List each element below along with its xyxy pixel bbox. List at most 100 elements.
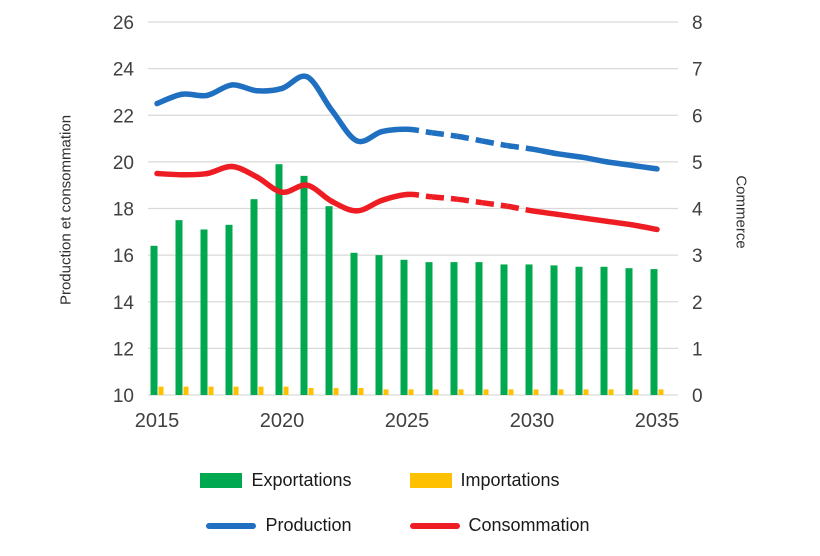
production-line-segment — [304, 74, 335, 114]
consommation-line-segment — [379, 191, 410, 204]
exportations-bar — [150, 245, 158, 395]
exportations-bar — [400, 259, 408, 395]
exportations-legend-label: Exportations — [251, 470, 352, 490]
exportations-bar — [425, 262, 433, 395]
production-legend-swatch — [206, 522, 257, 529]
production-line-segment — [629, 162, 660, 172]
production-line-segment — [579, 154, 610, 165]
production-line-segment — [354, 128, 385, 145]
exportations-bar — [175, 220, 183, 395]
importations-bar — [233, 386, 239, 395]
exportations-bar — [600, 266, 608, 395]
importations-bar — [358, 388, 364, 395]
x-axis-tick-label: 2020 — [260, 410, 305, 432]
legend-row-bars: Exportations Importations — [0, 470, 790, 491]
exportations-legend-swatch — [200, 473, 243, 488]
consommation-line-segment — [406, 191, 433, 200]
consommation-line-segment — [579, 215, 610, 225]
exportations-bar — [200, 229, 208, 395]
right-axis-tick-label: 1 — [692, 339, 703, 360]
exportations-bar — [525, 264, 533, 395]
importations-bar — [183, 386, 189, 395]
left-axis-tick-label: 24 — [113, 60, 135, 81]
importations-bar — [533, 389, 539, 395]
left-axis-tick-label: 14 — [113, 293, 135, 314]
exportations-bar — [250, 199, 258, 395]
consommation-line-segment — [554, 211, 585, 221]
consommation-line-segment — [431, 194, 458, 202]
consommation-line-segment — [229, 163, 260, 180]
right-axis-tick-label: 3 — [692, 246, 703, 267]
production-line-segment — [529, 146, 560, 157]
left-axis-tick-label: 10 — [113, 386, 134, 407]
consommation-line-segment — [204, 163, 235, 177]
importations-bar — [608, 389, 614, 395]
importations-bar — [158, 386, 164, 395]
importations-bar — [258, 386, 264, 395]
x-axis-tick-label: 2015 — [135, 410, 180, 432]
production-line-segment — [406, 126, 433, 136]
exportations-bar — [225, 224, 233, 395]
importations-bar — [633, 389, 639, 395]
consommation-line-segment — [179, 170, 210, 178]
exportations-bar — [275, 164, 283, 395]
right-axis-tick-label: 2 — [692, 293, 703, 314]
left-axis-tick-label: 16 — [113, 246, 134, 267]
left-axis-tick-label: 12 — [113, 339, 134, 360]
x-axis-tick-label: 2035 — [635, 410, 680, 432]
importations-bar — [308, 388, 314, 395]
left-axis-tick-label: 26 — [113, 13, 134, 34]
left-axis-tick-label: 22 — [113, 106, 134, 127]
importations-bar — [508, 389, 514, 395]
legend-item-importations: Importations — [409, 470, 560, 491]
legend-item-production: Production — [206, 515, 352, 536]
importations-bar — [658, 389, 664, 395]
right-axis-tick-label: 0 — [692, 386, 703, 407]
legend-row-lines: Production Consommation — [0, 515, 808, 536]
importations-bar — [383, 389, 389, 395]
production-line-segment — [456, 133, 483, 144]
production-line-segment — [179, 91, 210, 99]
left-axis-tick-label: 18 — [113, 200, 134, 221]
consommation-line-segment — [529, 208, 560, 218]
consommation-line-segment — [481, 199, 508, 209]
consommation-line-segment — [456, 196, 483, 206]
exportations-bar — [575, 266, 583, 395]
consommation-line-segment — [304, 182, 335, 205]
exportations-bar — [350, 252, 358, 395]
importations-bar — [433, 389, 439, 395]
production-line — [154, 73, 660, 172]
consommation-legend-swatch — [409, 522, 460, 529]
importations-bar — [558, 389, 564, 395]
right-axis-tick-label: 4 — [692, 200, 703, 221]
consommation-legend-label: Consommation — [468, 515, 590, 535]
production-line-segment — [154, 91, 185, 107]
consommation-line-segment — [154, 170, 185, 178]
consommation-line-segment — [629, 222, 660, 233]
importations-bar — [283, 386, 289, 395]
importations-bar — [583, 389, 589, 395]
production-line-segment — [431, 130, 458, 139]
left-axis-tick-label: 20 — [113, 153, 134, 174]
consommation-line — [154, 163, 660, 233]
left-axis-title: Production et consommation — [57, 114, 75, 306]
x-axis-tick-label: 2025 — [385, 410, 430, 432]
bars — [150, 164, 664, 395]
consommation-line-segment — [604, 218, 635, 228]
production-line-segment — [204, 82, 235, 99]
production-legend-label: Production — [265, 515, 352, 535]
importations-bar — [208, 386, 214, 395]
exportations-bar — [450, 262, 458, 395]
importations-bar — [333, 388, 339, 395]
exportations-bar — [325, 206, 333, 395]
production-line-segment — [481, 138, 508, 149]
legend-item-consommation: Consommation — [409, 515, 590, 536]
production-line-segment — [554, 150, 585, 160]
legend-item-exportations: Exportations — [200, 470, 352, 491]
exportations-bar — [650, 269, 658, 395]
importations-legend-swatch — [409, 473, 452, 488]
exportations-bar — [550, 265, 558, 395]
production-line-segment — [379, 126, 410, 135]
production-line-segment — [506, 142, 533, 152]
right-axis-tick-label: 7 — [692, 60, 703, 81]
